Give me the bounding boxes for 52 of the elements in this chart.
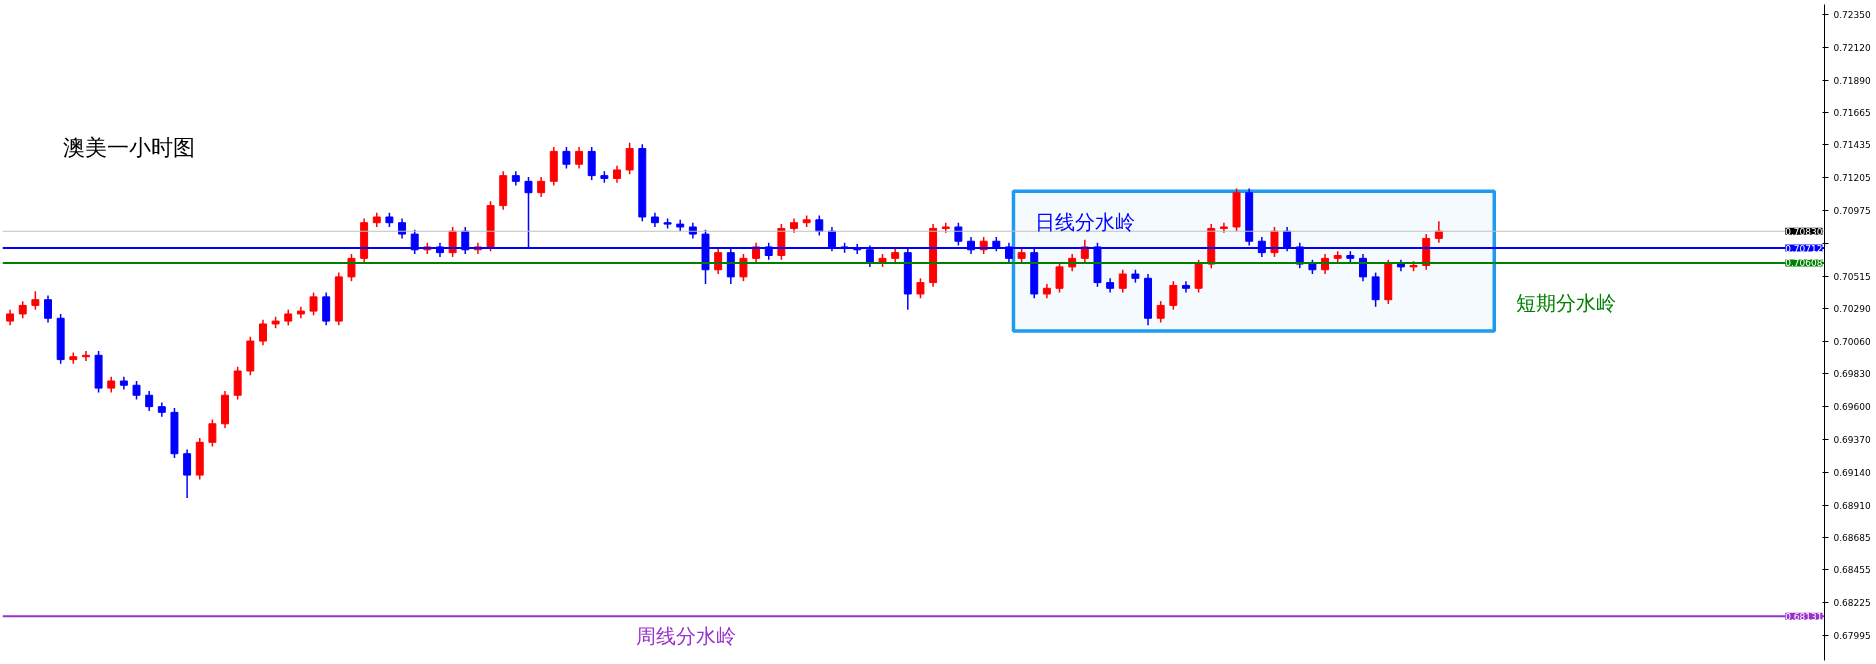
ref-line-label: 周线分水岭: [636, 624, 737, 649]
annotation: 0.70830: [1785, 226, 1823, 237]
y-tick-label: 0.71205: [1833, 173, 1871, 184]
y-tick-label: 0.69830: [1833, 369, 1871, 380]
y-tick-label: 0.71435: [1833, 140, 1871, 151]
candlestick: [145, 390, 154, 412]
candlestick: [31, 290, 40, 311]
candlestick: [1182, 280, 1190, 294]
y-tick-label: 0.68685: [1833, 532, 1871, 543]
candlestick: [309, 291, 318, 317]
y-tick-label: 0.69600: [1833, 402, 1871, 413]
ref-line-label: 短期分水岭: [1516, 290, 1617, 315]
candlestick: [347, 253, 356, 282]
candlestick: [1156, 300, 1165, 324]
candlestick: [258, 318, 267, 347]
y-tick-label: 0.70290: [1833, 303, 1871, 314]
candlestick: [398, 217, 407, 240]
candlestick: [625, 142, 634, 175]
ref-line-label: 日线分水岭: [1035, 210, 1136, 235]
y-tick-label: 0.69140: [1833, 467, 1871, 478]
candlestick: [132, 380, 141, 401]
candlestick: [1169, 280, 1178, 311]
candlestick: [44, 294, 52, 324]
candlestick: [562, 146, 571, 170]
candlestick: [208, 418, 217, 448]
candlestick: [575, 146, 584, 170]
y-tick-label: 0.69370: [1833, 434, 1871, 445]
y-tick-label: 0.68455: [1833, 565, 1871, 576]
y-tick-label: 0.71665: [1833, 107, 1871, 118]
candlestick: [815, 214, 824, 237]
y-tick-label: 0.70515: [1833, 271, 1871, 282]
y-tick-label: 0.68910: [1833, 500, 1871, 511]
y-tick-label: 0.72120: [1833, 42, 1871, 53]
candlestick: [714, 247, 723, 275]
candlestick: [1371, 271, 1380, 308]
candlestick: [1118, 269, 1127, 294]
y-tick-label: 0.71890: [1833, 75, 1871, 86]
candlestick: [739, 253, 748, 282]
y-tick-label: 0.68225: [1833, 598, 1871, 609]
text: 澳美一小时图: [62, 134, 195, 160]
candlestick: [183, 448, 192, 499]
candlestick: [1359, 253, 1367, 282]
y-tick-label: 0.70975: [1833, 206, 1871, 217]
annotation: 0.70712: [1785, 243, 1823, 254]
y-tick-label: 0.70060: [1833, 336, 1871, 347]
candlestick: [916, 277, 925, 300]
annotation: 0.68131: [1785, 611, 1823, 622]
candlestick: [537, 176, 546, 198]
y-tick-label: 0.72350: [1833, 9, 1871, 20]
y-tick-label: 0.67995: [1833, 631, 1871, 642]
candlestick: [1055, 261, 1064, 294]
annotation: 0.70608: [1785, 258, 1823, 269]
